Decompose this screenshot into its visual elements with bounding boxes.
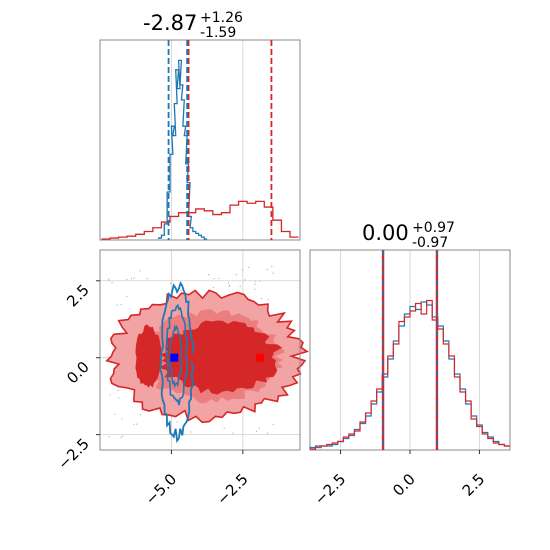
scatter-point [139,413,142,416]
scatter-point [266,432,269,435]
scatter-point [244,279,246,281]
tick-label-x1-0: −5.0 [142,470,180,508]
hist-param2-series-1 [310,299,510,450]
blue-contour-outer [159,281,195,444]
hist-param1-series-0 [157,59,208,240]
scatter-point [232,432,234,434]
scatter-point [217,277,220,280]
median-marker-0 [170,353,179,362]
scatter-point [108,279,110,282]
scatter-point [126,295,128,298]
marginal-param1-panel [99,39,301,241]
scatter-point [190,431,192,433]
scatter-point [130,278,133,280]
title-param1-upper: +1.26 [200,10,243,26]
joint-frame [99,249,301,451]
scatter-point [108,435,110,438]
title-param1-lower: -1.59 [200,25,236,41]
scatter-point [266,268,268,271]
scatter-point [180,289,182,292]
scatter-point [241,269,244,271]
scatter-point [227,282,230,284]
scatter-point [235,274,238,276]
scatter-point [260,297,263,300]
scatter-point [254,280,256,282]
scatter-point [272,272,274,274]
tick-label-y-1: 0.0 [63,358,93,388]
scatter-point [107,278,110,280]
scatter-point [121,435,124,437]
scatter-point [146,277,149,280]
scatter-point [133,423,135,425]
scatter-point [121,418,123,420]
scatter-point [120,303,122,306]
scatter-point [139,270,141,272]
title-param2: 0.00 +0.97 -0.97 [362,220,455,251]
scatter-point [126,278,128,281]
red-contour-inner [158,320,283,395]
hist-param1-series-1 [101,200,299,240]
scatter-point [111,281,113,284]
title-param1-median: -2.87 [143,11,197,35]
tick-label-x2-0: −2.5 [311,470,349,508]
tick-label-x2-2: 2.5 [459,470,489,500]
panel-frame [99,39,301,241]
blue-contour-mid [165,303,189,406]
scatter-point [136,423,138,425]
scatter-point [259,280,261,282]
median-marker-1 [190,353,199,362]
scatter-point [213,278,215,280]
scatter-point [109,394,112,396]
scatter-point [272,424,274,426]
scatter-point [169,282,172,285]
scatter-point [255,430,258,433]
title-param2-lower: -0.97 [412,235,448,251]
scatter-point [228,285,231,288]
joint-panel [99,249,309,451]
title-param2-upper: +0.97 [412,220,455,236]
title-param2-median: 0.00 [362,221,409,245]
scatter-point [208,274,210,276]
title-param1: -2.87 +1.26 -1.59 [143,10,243,41]
scatter-point [271,265,273,268]
scatter-point [133,277,135,279]
scatter-point [254,288,256,290]
scatter-point [228,284,231,286]
scatter-point [118,397,120,399]
scatter-point [212,286,215,289]
scatter-point [267,298,269,301]
tick-label-x1-1: −2.5 [213,470,251,508]
scatter-point [116,304,118,306]
scatter-point [117,389,119,392]
red-contour-left-core [135,324,163,388]
scatter-point [254,283,256,285]
marginal-param2-panel [309,249,511,451]
scatter-point [120,436,122,439]
median-marker-2 [256,353,264,362]
scatter-point [114,413,116,415]
scatter-point [176,421,178,423]
scatter-point [258,427,260,429]
tick-label-y-2: 2.5 [63,281,93,311]
scatter-point [247,266,250,269]
scatter-point [223,427,225,430]
tick-label-y-0: −2.5 [54,435,92,473]
tick-label-x2-1: 0.0 [389,470,419,500]
scatter-point [239,285,241,288]
